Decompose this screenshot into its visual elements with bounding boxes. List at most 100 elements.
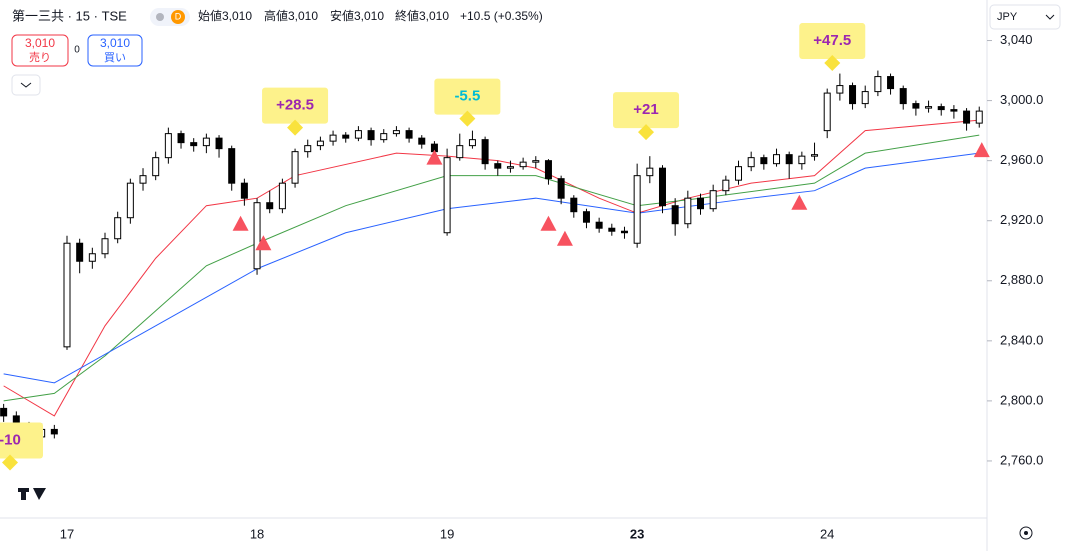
chevron [20,82,32,88]
sell-price[interactable]: 3,010 [25,36,55,50]
open: 始値3,010 [198,8,252,23]
candle-body [50,428,58,435]
candle-body [228,148,236,184]
candle-body [506,166,514,169]
annotation-text: -10 [0,431,21,448]
candle-body [582,211,590,223]
signal-triangle [426,149,443,165]
signal-triangle [791,194,808,210]
candle-body [215,137,223,150]
annotation-box [434,78,501,115]
candle-body [735,166,743,181]
buy-button[interactable]: 3,010 買い [87,34,143,67]
candle-body [202,137,210,147]
y-tick-label: 2,920.0 [1000,212,1043,227]
candle-body [0,407,8,417]
collapse-button[interactable] [11,74,41,96]
signal-triangle [255,235,272,251]
tv-logo [18,488,46,500]
x-tick-label: 17 [60,526,74,541]
candle-body [164,133,172,159]
candle-body [633,175,641,244]
annotation-box [0,422,43,459]
badge: D [175,11,182,21]
candle-body [912,103,920,109]
candle-body [139,175,147,184]
x-tick-label: 24 [820,526,834,541]
candle-body [177,133,185,144]
spread: 0 [74,45,80,56]
candle-body [899,88,907,105]
candle-body [937,106,945,111]
currency-button[interactable] [989,4,1061,30]
y-tick-label: 3,000.0 [1000,92,1043,107]
moving-average [3,119,980,417]
annotation-diamond [824,55,841,72]
annotation-box [262,87,329,124]
y-tick-label: 2,840.0 [1000,332,1043,347]
currency[interactable]: JPY [997,11,1018,23]
candle-body [253,202,261,270]
candle-body [354,130,362,139]
candle-body [304,145,312,153]
candle-body [266,202,274,210]
candle-body [380,133,388,141]
candle-body [63,242,71,348]
high: 高値3,010 [264,8,318,23]
badge-circle [171,10,185,24]
candle-body [849,85,857,105]
candle-body [481,139,489,165]
candle-body [811,154,819,157]
candle-body [76,242,84,262]
sell-box[interactable] [11,34,69,67]
sell-label[interactable]: 売り [29,51,51,64]
currency-chevron [1045,14,1055,20]
candle-body [887,76,895,90]
candle-body [126,182,134,219]
annotation-text: +47.5 [813,32,851,49]
x-tick-label: 19 [440,526,454,541]
candle-body [532,160,540,163]
low: 安値3,010 [330,8,384,23]
candle-body [392,130,400,135]
buy-label[interactable]: 買い [104,51,126,64]
candle-body [595,221,603,229]
y-tick-label: 2,960.0 [1000,152,1043,167]
candle-body [975,110,983,124]
annotation-text: +28.5 [276,97,314,114]
candle-body [114,217,122,240]
candle-body [544,160,552,180]
candle-body [785,154,793,165]
candle-body [823,92,831,132]
sell-button[interactable]: 3,010 売り [11,34,69,67]
candle-body [671,205,679,225]
annotation-text: +21 [633,101,658,118]
candle-body [646,167,654,177]
candle-body [88,253,96,262]
candle-body [316,140,324,147]
candle-body [291,151,299,184]
moving-average [3,152,980,384]
annotation-box [613,92,680,129]
candle-body [557,178,565,199]
candle-body [152,157,160,177]
x-tick-label: 23 [630,526,644,541]
signal-triangle [556,230,573,246]
settings-icon[interactable] [1019,526,1033,540]
y-tick-label: 2,880.0 [1000,272,1043,287]
buy-price[interactable]: 3,010 [100,36,130,50]
annotation-box [799,23,866,60]
candle-body [747,157,755,168]
candle-body [329,134,337,142]
candle-body [519,161,527,168]
candle-body [950,109,958,112]
annotation-diamond [287,119,304,136]
buy-box[interactable] [87,34,143,67]
settings-dot [1024,531,1028,535]
candle-body [861,91,869,105]
candle-body [697,197,704,210]
change: +10.5 (+0.35%) [460,9,543,23]
candle-body [722,179,730,192]
x-tick-label: 18 [250,526,264,541]
moving-average [3,134,980,402]
